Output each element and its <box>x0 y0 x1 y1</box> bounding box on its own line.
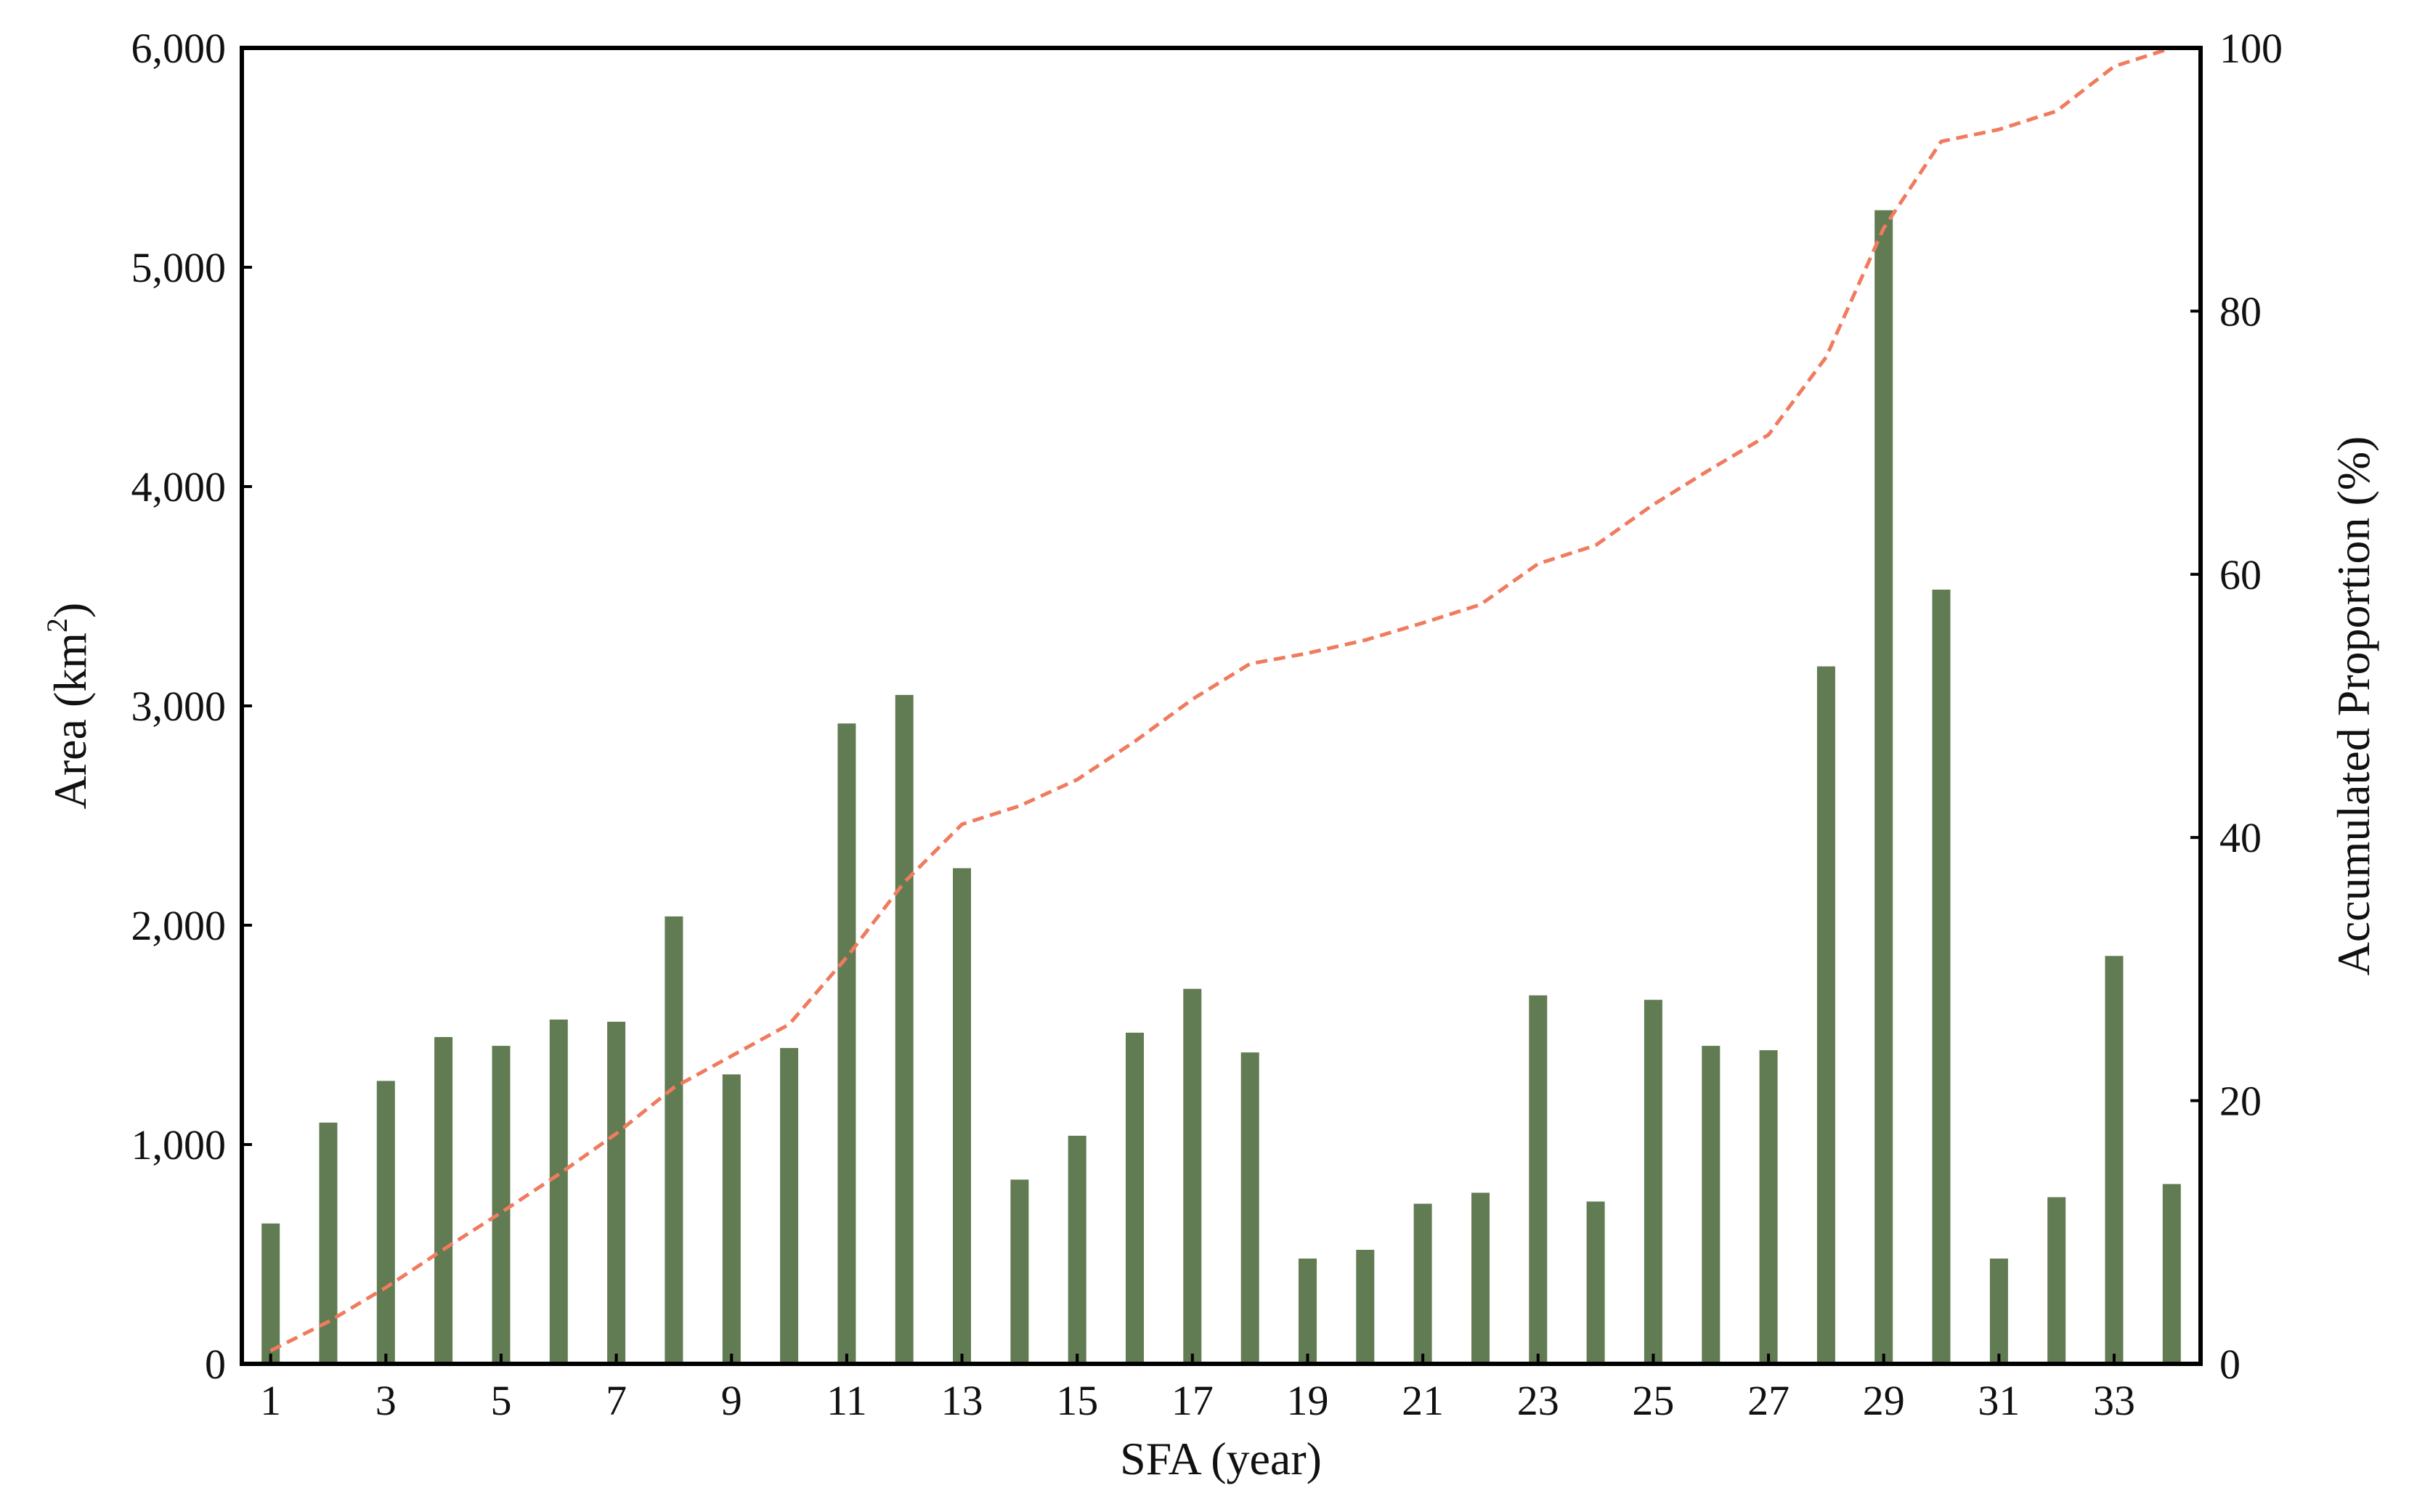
accumulated-proportion-line <box>269 46 2173 1353</box>
y-tick-label: 0 <box>205 1341 226 1388</box>
bar-sfa-20 <box>1356 1250 1375 1364</box>
y2-tick-label: 20 <box>2219 1078 2262 1125</box>
accumulated-line-series <box>269 46 2173 1353</box>
y2-tick-label: 60 <box>2219 551 2262 598</box>
bar-sfa-23 <box>1529 995 1548 1364</box>
x-tick-label: 3 <box>375 1377 397 1424</box>
bar-sfa-4 <box>434 1037 453 1364</box>
bar-sfa-12 <box>895 694 914 1364</box>
x-tick-label: 17 <box>1171 1377 1214 1424</box>
bar-sfa-9 <box>722 1074 741 1364</box>
x-tick-label: 21 <box>1402 1377 1444 1424</box>
bar-sfa-2 <box>319 1122 338 1364</box>
x-tick-label: 25 <box>1632 1377 1674 1424</box>
bar-sfa-28 <box>1816 666 1835 1364</box>
bar-sfa-25 <box>1644 999 1662 1364</box>
bar-sfa-29 <box>1874 210 1893 1364</box>
bar-sfa-7 <box>607 1021 626 1364</box>
x-axis-ticks: 1 3 5 7 9 11 13 15 17 19 21 23 25 27 29 31 33 <box>260 1354 2135 1424</box>
bar-sfa-13 <box>953 868 971 1364</box>
x-axis-label: SFA (year) <box>1120 1433 1322 1484</box>
y2-tick-label: 80 <box>2219 288 2262 335</box>
bar-sfa-26 <box>1702 1046 1721 1364</box>
x-tick-label: 13 <box>941 1377 983 1424</box>
bar-sfa-30 <box>1932 589 1951 1364</box>
bar-sfa-31 <box>1989 1259 2008 1364</box>
x-tick-label: 7 <box>606 1377 627 1424</box>
bar-sfa-17 <box>1183 988 1202 1364</box>
x-tick-label: 19 <box>1286 1377 1328 1424</box>
bar-sfa-15 <box>1068 1135 1086 1364</box>
y2-tick-label: 100 <box>2219 25 2283 72</box>
bar-sfa-33 <box>2105 956 2124 1364</box>
bar-sfa-11 <box>837 723 856 1364</box>
bar-sfa-10 <box>780 1048 799 1364</box>
x-tick-label: 31 <box>1978 1377 2020 1424</box>
x-tick-label: 33 <box>2093 1377 2135 1424</box>
y2-axis-ticks: 0 20 40 60 80 100 <box>2190 25 2283 1388</box>
x-tick-label: 9 <box>721 1377 742 1424</box>
x-tick-label: 27 <box>1747 1377 1790 1424</box>
y-tick-label: 1,000 <box>131 1121 227 1168</box>
bar-sfa-22 <box>1471 1192 1490 1364</box>
y-axis-label-main: Area (km <box>44 633 96 809</box>
x-tick-label: 1 <box>260 1377 281 1424</box>
x-tick-label: 29 <box>1863 1377 1905 1424</box>
x-tick-label: 11 <box>826 1377 867 1424</box>
bar-sfa-6 <box>549 1019 568 1364</box>
y-axis-ticks: 0 1,000 2,000 3,000 4,000 5,000 6,000 <box>131 25 252 1388</box>
bar-sfa-34 <box>2162 1184 2181 1364</box>
y-tick-label: 6,000 <box>131 25 227 72</box>
bar-sfa-18 <box>1240 1052 1259 1364</box>
x-tick-label: 15 <box>1056 1377 1098 1424</box>
y-tick-label: 3,000 <box>131 683 227 730</box>
y2-axis-label: Accumulated Proportion (%) <box>2328 436 2379 976</box>
bar-sfa-19 <box>1299 1259 1317 1364</box>
bar-sfa-1 <box>261 1223 280 1364</box>
y-tick-label: 2,000 <box>131 902 227 949</box>
bar-sfa-27 <box>1759 1050 1778 1364</box>
y-axis-label-superscript: 2 <box>41 618 73 633</box>
y-axis-label-close: ) <box>44 603 96 618</box>
bar-sfa-8 <box>665 916 683 1364</box>
y-tick-label: 4,000 <box>131 463 227 511</box>
bar-sfa-5 <box>492 1046 511 1364</box>
bar-sfa-14 <box>1010 1179 1029 1364</box>
y-tick-label: 5,000 <box>131 244 227 291</box>
x-tick-label: 5 <box>490 1377 511 1424</box>
bar-sfa-3 <box>376 1081 395 1364</box>
bar-sfa-21 <box>1413 1203 1432 1364</box>
y-axis-label: Area (km2) <box>41 603 96 810</box>
bar-sfa-32 <box>2047 1197 2066 1364</box>
y2-tick-label: 0 <box>2219 1341 2241 1388</box>
bar-sfa-24 <box>1586 1201 1605 1364</box>
bar-sfa-16 <box>1126 1033 1144 1364</box>
x-tick-label: 23 <box>1517 1377 1559 1424</box>
bar-series <box>261 210 2181 1364</box>
y2-tick-label: 40 <box>2219 814 2262 861</box>
